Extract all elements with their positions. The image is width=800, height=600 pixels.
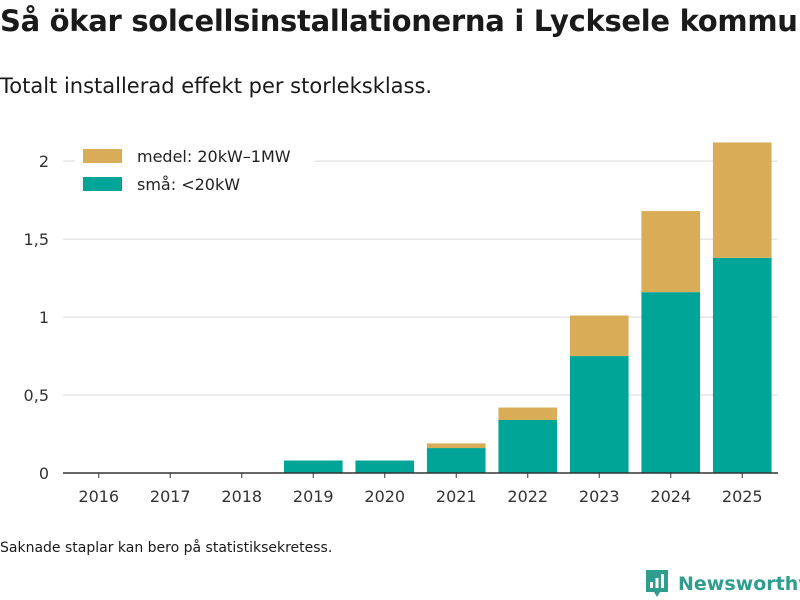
bar-sma-2023 (569, 356, 629, 473)
x-tick-label: 2019 (293, 487, 334, 506)
bar-medel-2022 (498, 407, 558, 420)
x-tick-label: 2024 (650, 487, 691, 506)
bar-sma-2024 (641, 292, 701, 473)
bar-sma-2020 (355, 460, 415, 473)
y-tick-label: 1,5 (24, 230, 49, 249)
x-tick-label: 2021 (436, 487, 477, 506)
brand[interactable]: Newsworthy (644, 569, 800, 599)
bar-sma-2021 (426, 448, 486, 473)
bar-medel-2024 (641, 211, 701, 293)
x-tick-label: 2017 (150, 487, 191, 506)
footnote: Saknade staplar kan bero på statistiksek… (0, 540, 333, 556)
y-tick-label: 1 (39, 308, 49, 327)
y-tick-label: 2 (39, 152, 49, 171)
chart-subtitle: Totalt installerad effekt per storlekskl… (0, 74, 433, 98)
brand-name: Newsworthy (678, 573, 800, 595)
bar-medel-2021 (426, 443, 486, 449)
y-tick-label: 0,5 (24, 386, 49, 405)
y-tick-label: 0 (39, 464, 49, 483)
legend-swatch (83, 177, 122, 191)
x-tick-label: 2022 (507, 487, 548, 506)
x-tick-label: 2018 (221, 487, 262, 506)
bar-medel-2025 (712, 142, 772, 258)
bar-medel-2023 (569, 315, 629, 357)
x-tick-label: 2023 (579, 487, 620, 506)
bar-sma-2022 (498, 419, 558, 473)
x-tick-label: 2025 (722, 487, 763, 506)
bar-sma-2019 (283, 460, 343, 473)
legend-swatch (83, 149, 122, 163)
legend-label: medel: 20kW–1MW (137, 147, 291, 166)
bar-sma-2025 (712, 257, 772, 473)
chart-title: Så ökar solcellsinstallationerna i Lycks… (0, 4, 800, 38)
x-tick-label: 2020 (364, 487, 405, 506)
x-tick-label: 2016 (78, 487, 119, 506)
newsworthy-logo-icon (646, 570, 668, 597)
legend-label: små: <20kW (137, 175, 240, 194)
stacked-bar-chart: 0 0,5 1 1,5 2 2016 2017 2018 2019 2020 2021 2022 202… (24, 142, 778, 506)
